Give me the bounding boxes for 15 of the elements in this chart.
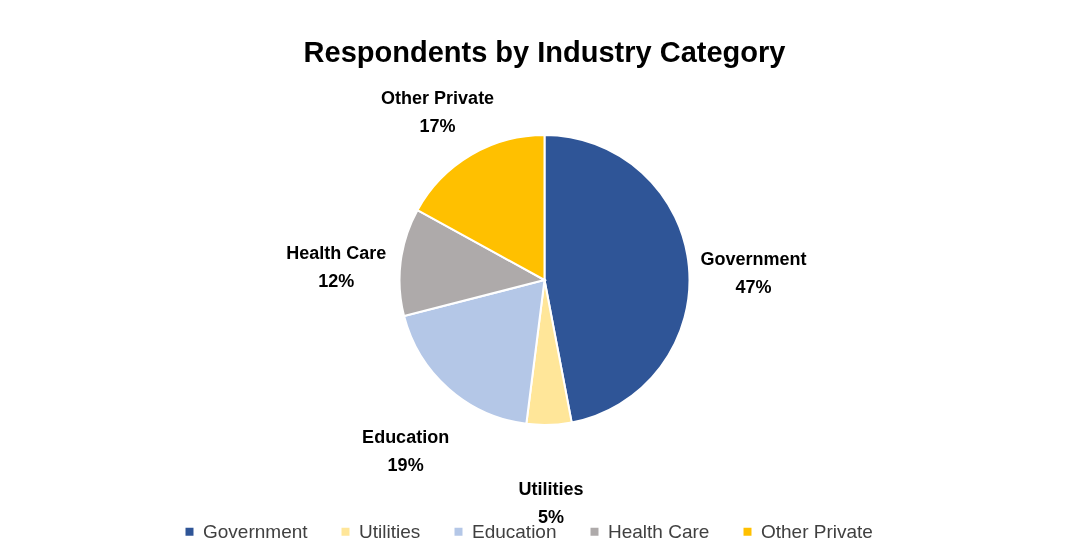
slice-label: Utilities (518, 478, 584, 499)
chart-title: Respondents by Industry Category (303, 36, 786, 68)
data-label: 12% (318, 270, 355, 291)
data-label: 17% (419, 116, 456, 137)
slice-label: Government (700, 249, 807, 270)
legend-label: Other Private (761, 520, 873, 542)
data-label: 47% (735, 277, 772, 298)
data-label: 19% (387, 454, 424, 475)
legend-label: Health Care (608, 520, 710, 542)
legend-label: Utilities (359, 520, 421, 542)
slice-label: Health Care (286, 242, 387, 263)
slice-label: Education (362, 426, 450, 447)
slice-label: Other Private (381, 88, 495, 109)
legend-label: Government (203, 520, 309, 542)
data-label: 5% (538, 506, 565, 527)
